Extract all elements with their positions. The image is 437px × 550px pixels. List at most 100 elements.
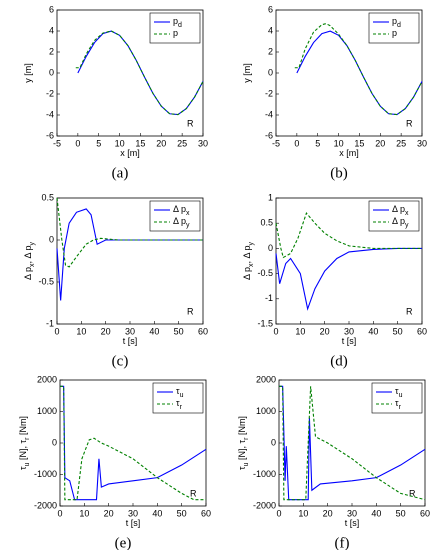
x-tick-label: 0 [276,508,281,518]
y-tick-label: 2000 [37,374,57,384]
y-tick-label: 0 [52,437,57,447]
x-tick-label: 60 [420,508,430,518]
y-tick-label: 2000 [256,374,276,384]
y-axis-label: Δ px, Δ py [23,241,35,280]
text-part: Δ p [392,216,405,226]
caption: (b) [330,165,348,181]
caption: (f) [335,535,350,550]
x-tick-label: 30 [347,508,357,518]
x-tick-label: 60 [201,508,211,518]
legend: Δ pxΔ py [368,200,420,232]
subscript: x [405,210,409,217]
subscript: x [248,263,255,267]
y-tick-label: 1000 [37,406,57,416]
x-tick-label: 40 [149,326,159,336]
text-part: , Δ p [242,245,252,263]
x-tick-label: 20 [101,326,111,336]
legend: τuτ r [152,382,204,414]
text-part: t [s] [123,336,138,346]
x-tick-label: 20 [320,326,330,336]
y-tick-label: 6 [49,4,54,14]
caption: (e) [115,535,132,550]
y-tick-label: -6 [46,130,54,140]
text-part: Δ p [392,204,405,214]
text-part: Δ p [23,267,33,280]
legend-label: τu [395,386,403,398]
y-axis-label: τu [N], τr [Nm] [18,416,30,470]
text-part: τ [395,386,399,396]
x-axis-label: t [s] [123,336,138,346]
y-tick-label: 2 [49,46,54,56]
x-axis-label: t [s] [342,336,357,346]
legend-label: p [392,28,397,38]
x-tick-label: 20 [104,508,114,518]
subscript: u [243,462,250,466]
subscript: y [405,222,409,229]
x-tick-label: -5 [53,138,61,148]
text-part: Δ p [173,216,186,226]
y-tick-label: 0.5 [41,192,54,202]
x-tick-label: 60 [198,326,208,336]
legend: pdp [149,12,201,44]
panel: 0 10 20 30 40 50 60-1.5-1-0.500.51t [s]Δ px, Δ… [242,192,427,369]
line [56,197,203,268]
caption: (d) [330,353,348,369]
x-tick-label: 40 [152,508,162,518]
x-tick-label: 10 [295,326,305,336]
x-axis-label: x [m] [339,148,359,158]
x-tick-label: 15 [354,138,364,148]
y-axis-label: Δ px, Δ py [242,241,254,280]
line [56,208,203,301]
y-tick-label: 6 [268,4,273,14]
panel: 0 10 20 30 40 50 60 -2000 -1000 0 1000 2000 t [s] τu … [237,374,430,550]
y-tick-label: 0 [268,243,273,253]
y-tick-label: -1 [265,293,273,303]
x-tick-label: 30 [198,138,208,148]
text-part: Δ p [173,204,186,214]
text-part: t [s] [126,518,141,528]
legend-box [152,382,204,414]
legend-box [368,200,420,232]
x-tick-label: 10 [76,326,86,336]
line [279,385,426,501]
y-tick-label: 2 [268,46,273,56]
subscript: u [180,392,184,399]
y-tick-label: 4 [268,25,273,35]
y-tick-label: -2000 [253,500,276,510]
y-tick-label: -2 [265,88,273,98]
x-tick-label: 50 [393,326,403,336]
legend-box [371,382,423,414]
x-tick-label: 20 [323,508,333,518]
x-tick-label: 0 [57,508,62,518]
x-tick-label: 0 [54,326,59,336]
line [294,23,423,116]
y-axis-label: y [m] [23,63,33,83]
text-part: t [s] [345,518,360,528]
x-tick-label: 0 [294,138,299,148]
y-tick-label: -1000 [34,469,57,479]
x-tick-label: 10 [334,138,344,148]
text-part: y [m] [242,63,252,83]
y-tick-label: -1 [46,318,54,328]
subscript: r [180,404,183,411]
y-tick-label: -0.5 [257,268,273,278]
text-part: τ [176,386,180,396]
annotation: R [406,306,413,316]
y-tick-label: 0 [49,234,54,244]
x-tick-label: 5 [96,138,101,148]
line [275,212,422,259]
legend-label: Δ px [173,204,190,216]
text-part: , Δ p [23,245,33,263]
y-tick-label: 1000 [256,406,276,416]
panel: 0 10 20 30 40 50 60 -2000 -1000 0 1000 2000 t [s] τu … [18,374,211,550]
y-axis-label: τu [N], τr [Nm] [237,416,249,470]
x-tick-label: 5 [315,138,320,148]
subscript: y [186,222,190,229]
annotation: R [190,488,197,498]
legend: pdp [368,12,420,44]
legend-label: τu [176,386,184,398]
text-part: x [m] [339,148,359,158]
legend-label: Δ py [173,216,190,228]
subscript: r [399,404,402,411]
